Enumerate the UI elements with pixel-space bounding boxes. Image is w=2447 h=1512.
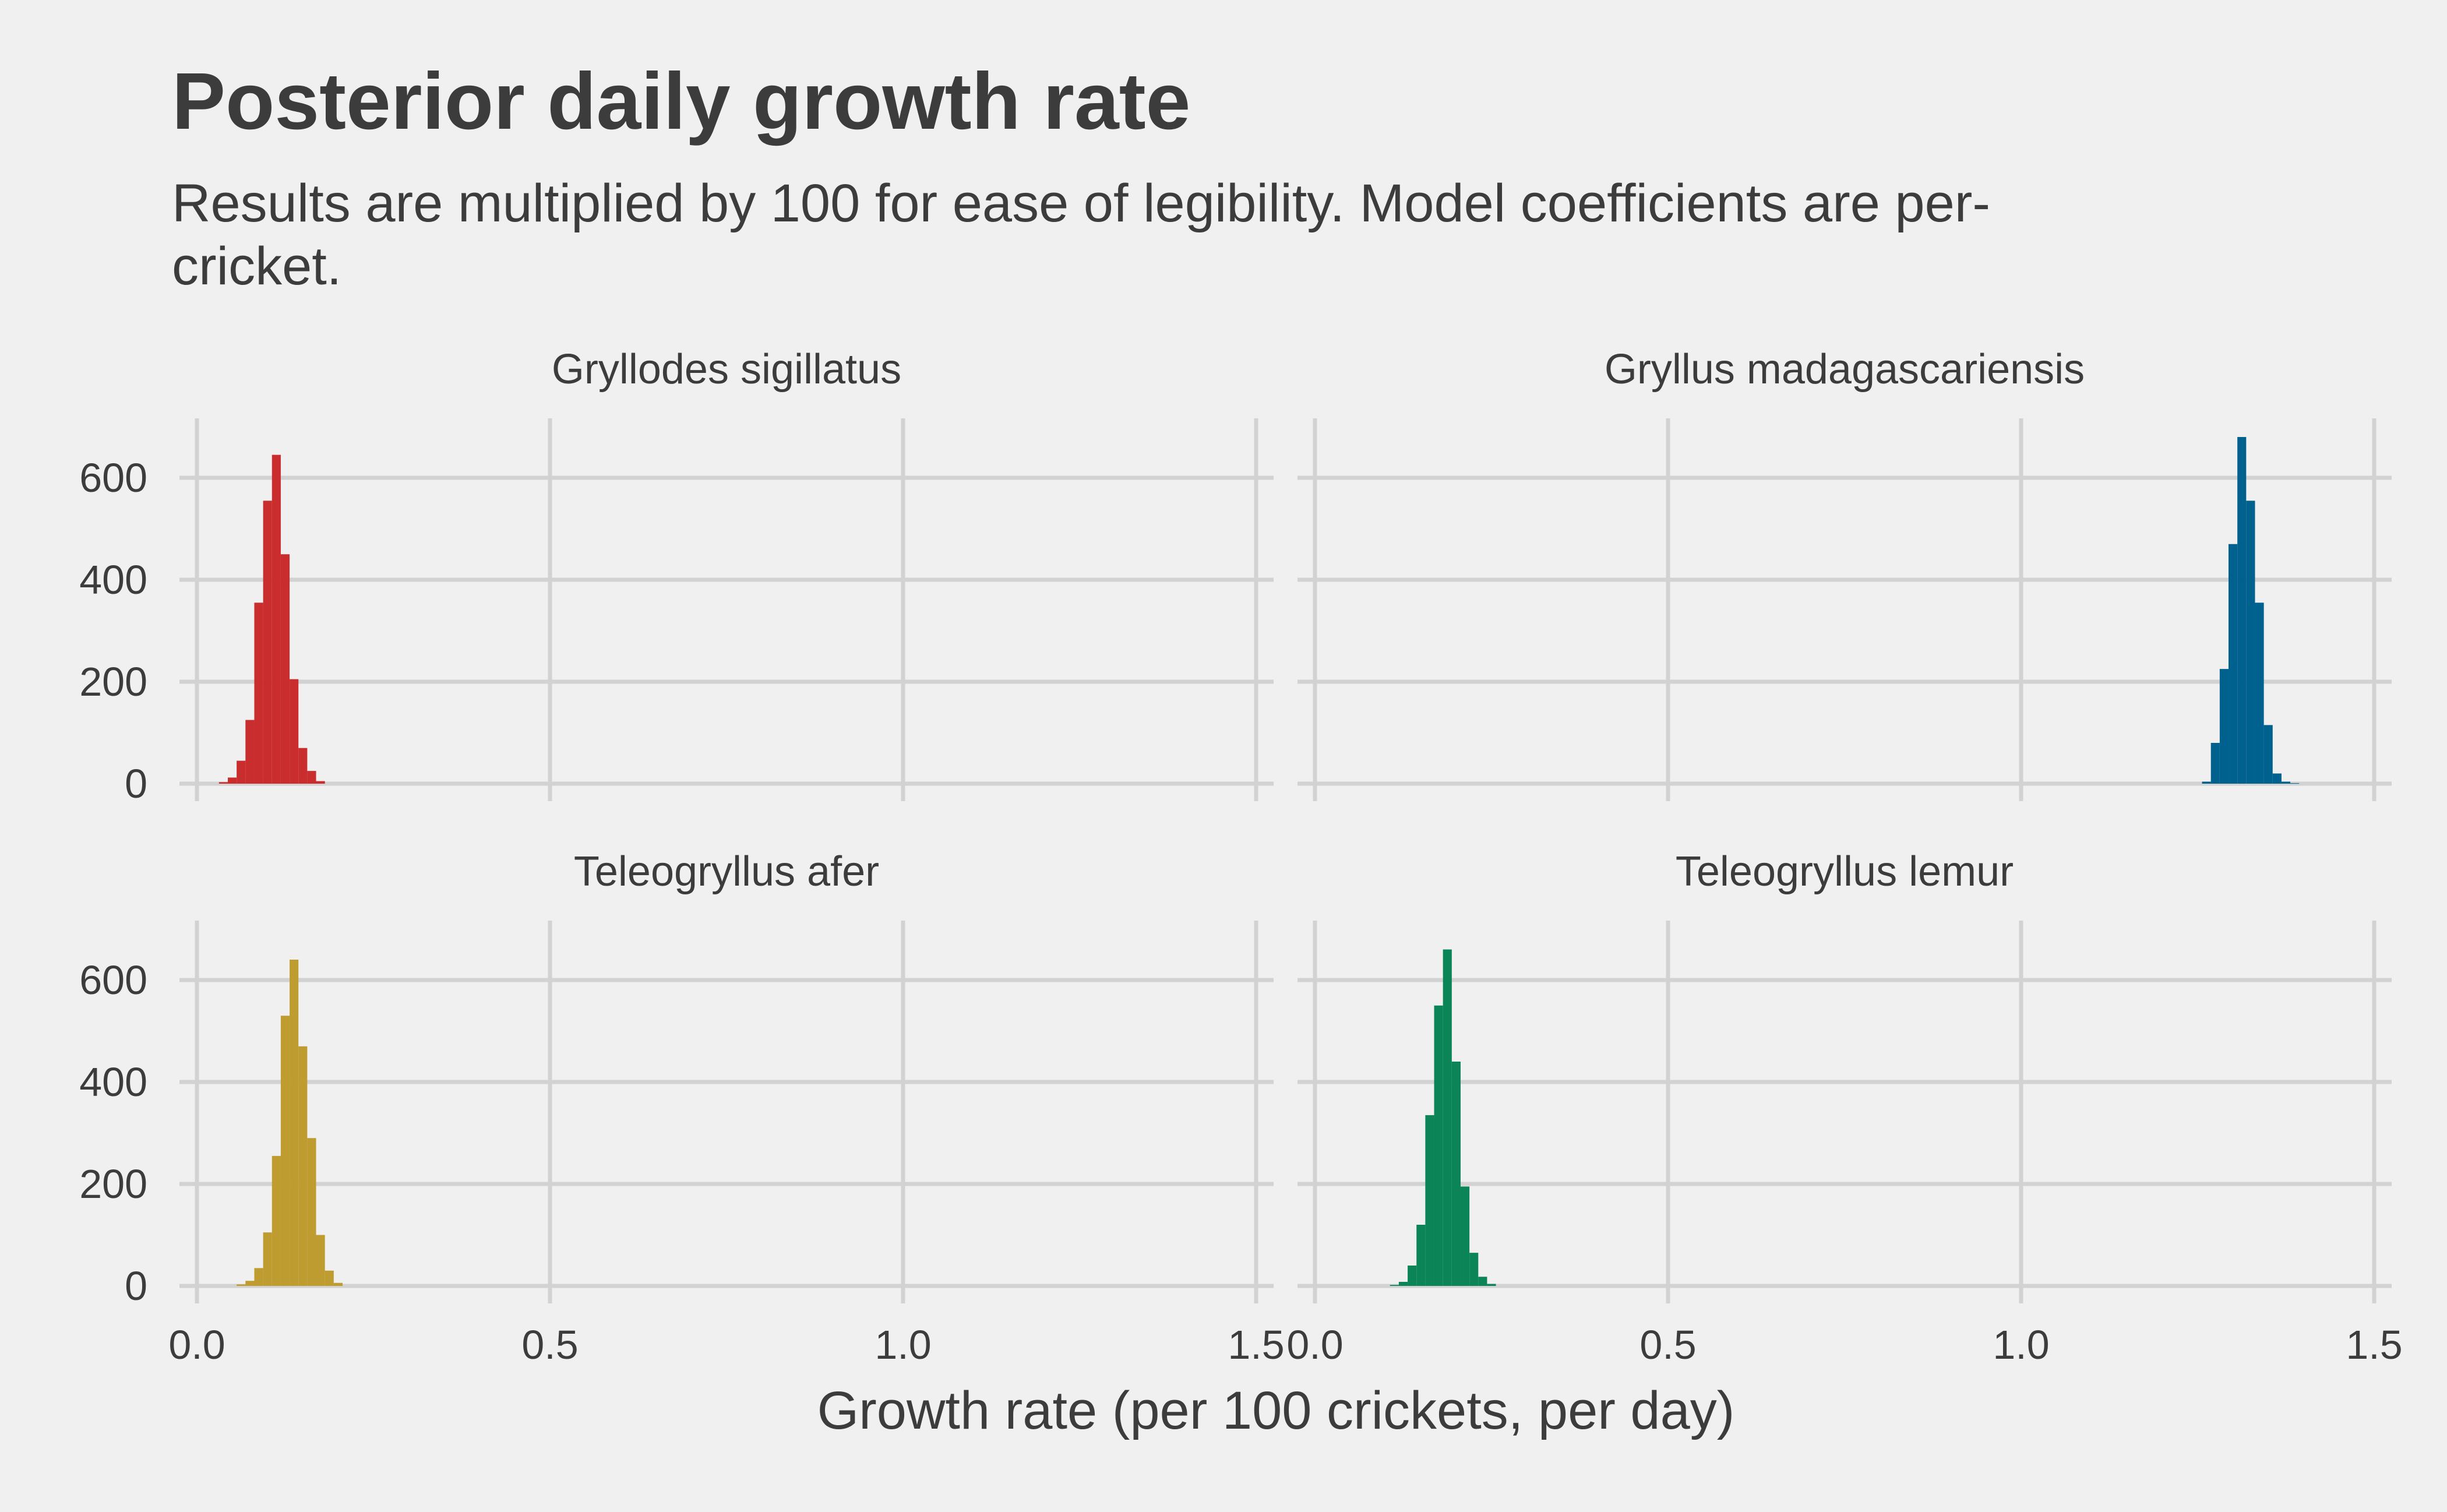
histogram-bar xyxy=(307,1138,316,1286)
histogram-bar xyxy=(1478,1277,1487,1286)
facet-panel-2: Gryllus madagascariensis xyxy=(1297,346,2392,801)
histogram-bar xyxy=(2202,781,2211,784)
x-axis-label: Growth rate (per 100 crickets, per day) xyxy=(817,1381,1735,1440)
histogram-bar xyxy=(298,1046,308,1286)
histogram-bar xyxy=(2229,544,2238,784)
histogram-bar xyxy=(1460,1186,1470,1286)
histogram-bar xyxy=(1408,1266,1417,1286)
histogram-bar xyxy=(325,1270,334,1286)
y-tick-label: 0 xyxy=(125,761,147,806)
histogram-bar xyxy=(290,960,299,1286)
histogram-bar xyxy=(316,781,325,784)
histogram-bar xyxy=(1416,1225,1426,1286)
histogram-bar xyxy=(237,760,246,784)
histogram-bar xyxy=(254,1268,263,1286)
histogram-bar xyxy=(272,1155,281,1286)
histogram-bar xyxy=(272,454,281,784)
facet-title: Teleogryllus lemur xyxy=(1676,848,2014,895)
x-tick-label: 0.5 xyxy=(521,1322,578,1368)
histogram-bar xyxy=(280,1016,290,1286)
histogram-bar xyxy=(2263,725,2273,784)
histogram-bar xyxy=(1425,1115,1434,1286)
x-tick-label: 1.0 xyxy=(1993,1322,2049,1368)
chart-subtitle: Results are multiplied by 100 for ease o… xyxy=(172,174,1991,296)
y-tick-label: 0 xyxy=(125,1263,147,1309)
facet-panel-3: Teleogryllus afer 0 200 400 600 0.0 0.5 1.0 1.5 xyxy=(79,848,1284,1368)
histogram-bar xyxy=(316,1235,325,1286)
histogram-bar xyxy=(1390,1285,1399,1286)
y-tick-label: 400 xyxy=(79,1059,147,1105)
y-tick-label: 200 xyxy=(79,1161,147,1207)
x-tick-label: 0.5 xyxy=(1639,1322,1696,1368)
histogram-bar xyxy=(1434,1005,1443,1286)
histogram-bar xyxy=(2255,602,2264,784)
histogram-bar xyxy=(290,679,299,784)
histogram-bar xyxy=(245,1281,255,1286)
histogram-bar xyxy=(333,1282,343,1286)
histogram-bar xyxy=(2246,501,2255,784)
histogram-bar xyxy=(254,602,263,784)
histogram-bar xyxy=(1443,949,1452,1286)
histogram-bar xyxy=(1398,1282,1408,1286)
histogram-bar xyxy=(1451,1062,1461,1286)
histogram-bar xyxy=(2281,781,2291,784)
histogram-bar xyxy=(245,720,255,784)
x-tick-label: 1.0 xyxy=(875,1322,931,1368)
histogram-bar xyxy=(280,554,290,784)
histogram-bar xyxy=(307,771,316,784)
x-tick-label: 0.0 xyxy=(168,1322,225,1368)
histogram-bar xyxy=(2219,669,2229,784)
facet-panel-1: Gryllodes sigillatus 0 200 400 600 xyxy=(79,346,1274,806)
histogram-bar xyxy=(263,1232,272,1286)
x-tick-label: 0.0 xyxy=(1286,1322,1343,1368)
facet-title: Gryllus madagascariensis xyxy=(1605,346,2085,393)
histogram-bar xyxy=(2237,437,2247,784)
histogram-bar xyxy=(1469,1253,1479,1286)
y-tick-label: 200 xyxy=(79,659,147,704)
facet-title: Teleogryllus afer xyxy=(574,848,879,895)
y-tick-label: 600 xyxy=(79,957,147,1003)
histogram-bar xyxy=(228,777,237,784)
histogram-bar xyxy=(298,748,308,784)
histogram-bar xyxy=(263,501,272,784)
histogram-bar xyxy=(2210,743,2220,784)
facet-title: Gryllodes sigillatus xyxy=(552,346,901,393)
facet-panel-4: Teleogryllus lemur 0.0 0.5 1.0 1.5 xyxy=(1286,848,2402,1368)
histogram-bar xyxy=(218,782,228,784)
histogram-bar xyxy=(2272,773,2282,784)
y-tick-label: 600 xyxy=(79,455,147,501)
histogram-bar xyxy=(2290,783,2300,784)
chart-title: Posterior daily growth rate xyxy=(172,57,1191,146)
y-tick-label: 400 xyxy=(79,557,147,602)
x-tick-label: 1.5 xyxy=(2346,1322,2402,1368)
histogram-bar xyxy=(237,1284,246,1286)
x-tick-label: 1.5 xyxy=(1228,1322,1284,1368)
histogram-bar xyxy=(1487,1284,1496,1286)
